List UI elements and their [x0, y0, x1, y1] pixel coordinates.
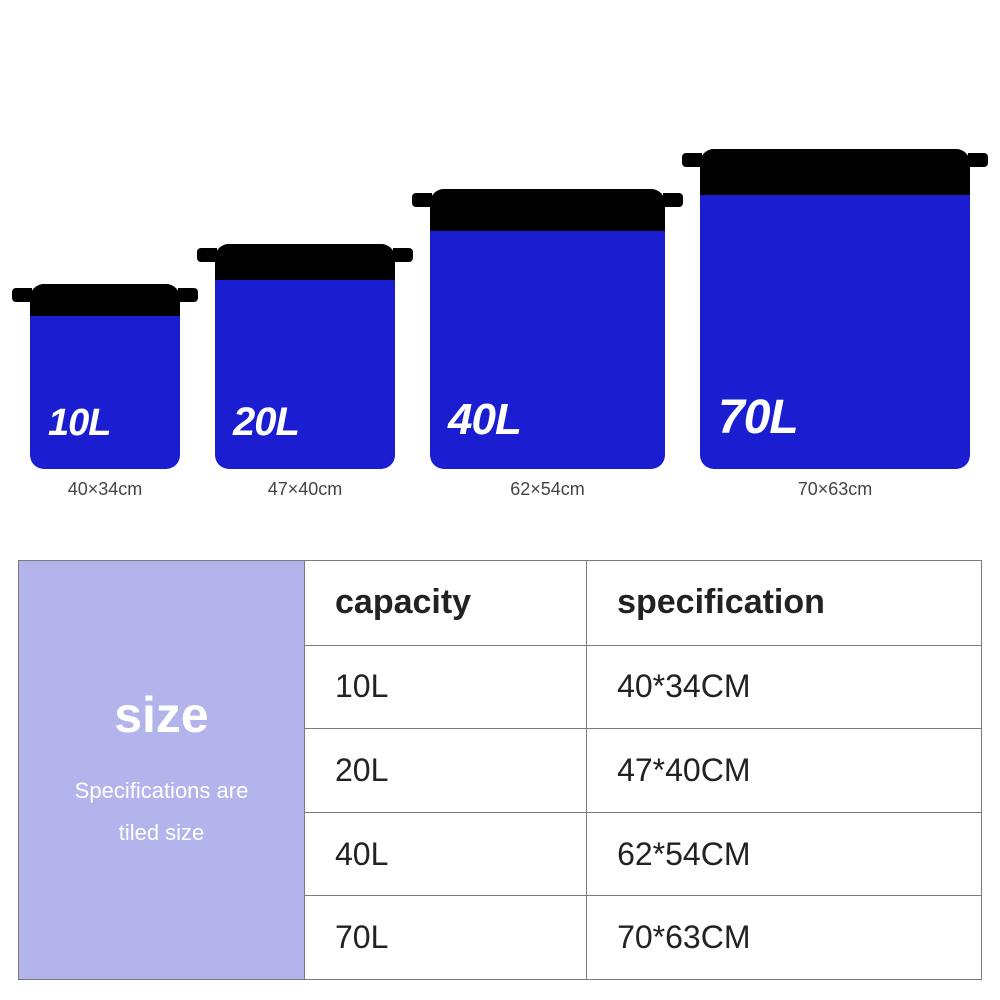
th-capacity: capacity [304, 561, 586, 645]
clip-left-icon [12, 288, 32, 302]
td-cap-3: 70L [304, 895, 586, 979]
spec-left-panel: size Specifications are tiled size [19, 561, 304, 979]
clip-right-icon [663, 193, 683, 207]
bag-70l: 70L [700, 149, 970, 469]
td-spec-2: 62*54CM [586, 812, 981, 896]
bag-dim-70l: 70×63cm [798, 479, 873, 500]
clip-right-icon [178, 288, 198, 302]
bag-label-10l: 10L [30, 402, 110, 469]
bags-row: 10L 40×34cm 20L 47×40cm 40L 62×54cm [30, 60, 970, 500]
bag-top-20l [215, 244, 395, 280]
clip-left-icon [197, 248, 217, 262]
size-title: size [114, 686, 209, 744]
clip-left-icon [412, 193, 432, 207]
bag-dim-20l: 47×40cm [268, 479, 343, 500]
spec-table: size Specifications are tiled size capac… [18, 560, 982, 980]
bag-label-20l: 20L [215, 400, 299, 469]
bag-40l: 40L [430, 189, 665, 469]
bag-label-40l: 40L [430, 395, 521, 469]
bag-10l: 10L [30, 284, 180, 469]
bag-col-70l: 70L 70×63cm [700, 149, 970, 500]
bag-20l: 20L [215, 244, 395, 469]
bag-dim-10l: 40×34cm [68, 479, 143, 500]
bag-dim-40l: 62×54cm [510, 479, 585, 500]
bag-top-40l [430, 189, 665, 231]
bag-label-70l: 70L [700, 390, 798, 469]
th-specification: specification [586, 561, 981, 645]
clip-left-icon [682, 153, 702, 167]
clip-right-icon [968, 153, 988, 167]
td-spec-3: 70*63CM [586, 895, 981, 979]
size-subtitle-1: Specifications are [75, 770, 249, 812]
bag-top-70l [700, 149, 970, 195]
clip-right-icon [393, 248, 413, 262]
td-cap-2: 40L [304, 812, 586, 896]
bag-col-10l: 10L 40×34cm [30, 284, 180, 500]
spec-grid: capacity specification 10L 40*34CM 20L 4… [304, 561, 981, 979]
td-spec-1: 47*40CM [586, 728, 981, 812]
bag-top-10l [30, 284, 180, 316]
td-cap-1: 20L [304, 728, 586, 812]
bag-col-40l: 40L 62×54cm [430, 189, 665, 500]
size-subtitle-2: tiled size [119, 812, 205, 854]
td-cap-0: 10L [304, 645, 586, 729]
td-spec-0: 40*34CM [586, 645, 981, 729]
bag-col-20l: 20L 47×40cm [215, 244, 395, 500]
